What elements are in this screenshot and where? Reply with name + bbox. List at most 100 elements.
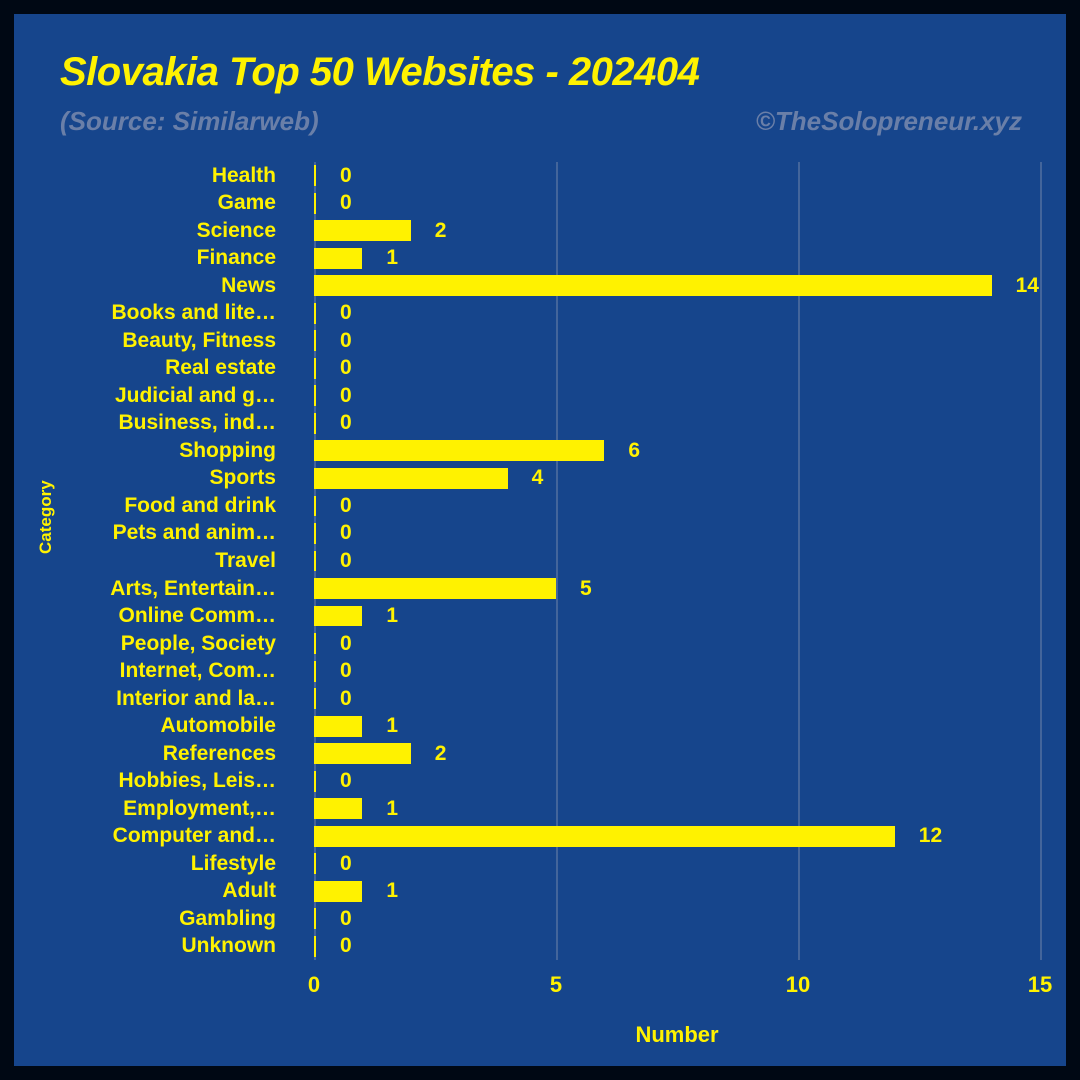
bar-row: 0: [314, 327, 1040, 355]
bar-value-label: 0: [340, 523, 352, 544]
bar: [314, 165, 316, 186]
bar-value-label: 1: [386, 606, 398, 627]
bar-row: 6: [314, 437, 1040, 465]
category-label: Food and drink: [46, 492, 276, 520]
bar-value-label: 0: [340, 193, 352, 214]
bar-value-label: 0: [340, 908, 352, 929]
category-label: Employment,…: [46, 795, 276, 823]
bar-row: 0: [314, 685, 1040, 713]
category-label: Automobile: [46, 712, 276, 740]
bar: [314, 440, 604, 461]
x-tick-label: 10: [786, 972, 810, 998]
plot-area: 0021140000064000510001201120100: [314, 162, 1040, 960]
category-label: Game: [46, 190, 276, 218]
bar-value-label: 14: [1016, 275, 1039, 296]
bar-value-label: 1: [386, 798, 398, 819]
bar: [314, 303, 316, 324]
bar-value-label: 0: [340, 385, 352, 406]
bar-value-label: 0: [340, 771, 352, 792]
bar-row: 0: [314, 190, 1040, 218]
bar-row: 0: [314, 547, 1040, 575]
category-label: Beauty, Fitness: [46, 327, 276, 355]
bar-row: 12: [314, 822, 1040, 850]
category-label: Online Comm…: [46, 602, 276, 630]
bar: [314, 688, 316, 709]
bar-value-label: 2: [435, 220, 447, 241]
bar: [314, 468, 508, 489]
bar-row: 0: [314, 657, 1040, 685]
x-axis-title: Number: [635, 1022, 718, 1048]
bar: [314, 771, 316, 792]
bar-row: 0: [314, 410, 1040, 438]
category-label: Interior and la…: [46, 685, 276, 713]
bar: [314, 661, 316, 682]
category-label: Shopping: [46, 437, 276, 465]
bar-value-label: 0: [340, 358, 352, 379]
bar-value-label: 0: [340, 853, 352, 874]
bar-row: 1: [314, 712, 1040, 740]
bar-value-label: 1: [386, 248, 398, 269]
x-tick-label: 15: [1028, 972, 1052, 998]
bar-row: 0: [314, 850, 1040, 878]
category-label: Unknown: [46, 932, 276, 960]
bar-value-label: 0: [340, 330, 352, 351]
bar-row: 0: [314, 162, 1040, 190]
bar: [314, 716, 362, 737]
bar-value-label: 0: [340, 661, 352, 682]
category-label: Computer and…: [46, 822, 276, 850]
bar-row: 5: [314, 575, 1040, 603]
bar-row: 0: [314, 932, 1040, 960]
category-label: Business, ind…: [46, 410, 276, 438]
bar-value-label: 0: [340, 633, 352, 654]
bar: [314, 743, 411, 764]
bar: [314, 826, 895, 847]
bar: [314, 551, 316, 572]
bar: [314, 578, 556, 599]
category-label: Gambling: [46, 905, 276, 933]
bar-row: 0: [314, 520, 1040, 548]
bar-row: 2: [314, 217, 1040, 245]
bar-row: 1: [314, 795, 1040, 823]
bar-row: 0: [314, 492, 1040, 520]
category-label: People, Society: [46, 630, 276, 658]
bar: [314, 275, 992, 296]
category-label: Travel: [46, 547, 276, 575]
bar: [314, 496, 316, 517]
chart-frame: Slovakia Top 50 Websites - 202404 (Sourc…: [14, 14, 1066, 1066]
bar: [314, 385, 316, 406]
bar: [314, 220, 411, 241]
x-tick-label: 5: [550, 972, 562, 998]
bar-value-label: 0: [340, 413, 352, 434]
bar-row: 0: [314, 905, 1040, 933]
bar: [314, 633, 316, 654]
bar: [314, 908, 316, 929]
bar: [314, 523, 316, 544]
category-label: Arts, Entertain…: [46, 575, 276, 603]
chart-credit: ©TheSolopreneur.xyz: [756, 106, 1022, 137]
bar-value-label: 0: [340, 688, 352, 709]
category-label: Science: [46, 217, 276, 245]
bar: [314, 606, 362, 627]
bar-row: 14: [314, 272, 1040, 300]
category-label: Hobbies, Leis…: [46, 767, 276, 795]
bar-value-label: 6: [628, 440, 640, 461]
bar-value-label: 12: [919, 826, 942, 847]
bar-value-label: 0: [340, 303, 352, 324]
bar-row: 0: [314, 382, 1040, 410]
bar-value-label: 1: [386, 881, 398, 902]
bar-value-label: 5: [580, 578, 592, 599]
grid-line: [1040, 162, 1042, 960]
bar-value-label: 4: [532, 468, 544, 489]
bar: [314, 193, 316, 214]
category-label: Lifestyle: [46, 850, 276, 878]
bar-row: 2: [314, 740, 1040, 768]
bar-row: 1: [314, 245, 1040, 273]
category-label: Internet, Com…: [46, 657, 276, 685]
chart-title: Slovakia Top 50 Websites - 202404: [60, 50, 699, 95]
category-label: Pets and anim…: [46, 520, 276, 548]
category-label: News: [46, 272, 276, 300]
category-label: Adult: [46, 877, 276, 905]
category-label: Finance: [46, 245, 276, 273]
bar-row: 0: [314, 300, 1040, 328]
bar-row: 0: [314, 767, 1040, 795]
